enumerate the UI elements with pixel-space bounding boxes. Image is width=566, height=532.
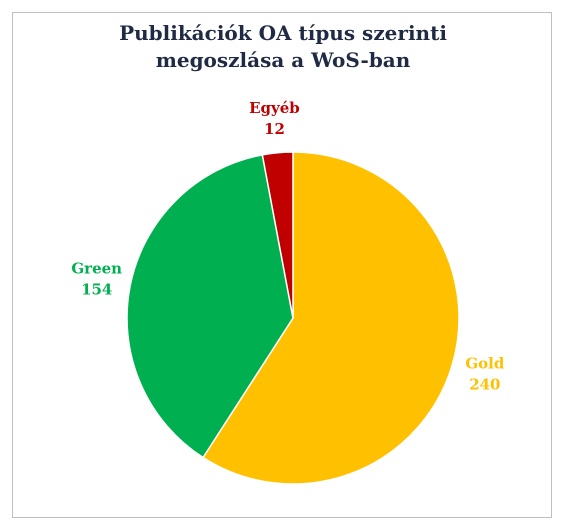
pie-slice: [261, 151, 294, 319]
value-label: 154: [81, 281, 112, 299]
pie-slice: [126, 153, 294, 459]
pie-slice: [202, 151, 460, 485]
slice-label: Green: [71, 260, 122, 278]
slice-label: Egyéb: [249, 99, 300, 117]
slice-label: Gold: [465, 354, 505, 372]
value-label: 240: [469, 375, 500, 393]
chart-title: Publikációk OA típus szerinti megoszlása…: [119, 21, 447, 72]
value-label: 12: [264, 120, 285, 138]
chart-border: [12, 12, 552, 518]
